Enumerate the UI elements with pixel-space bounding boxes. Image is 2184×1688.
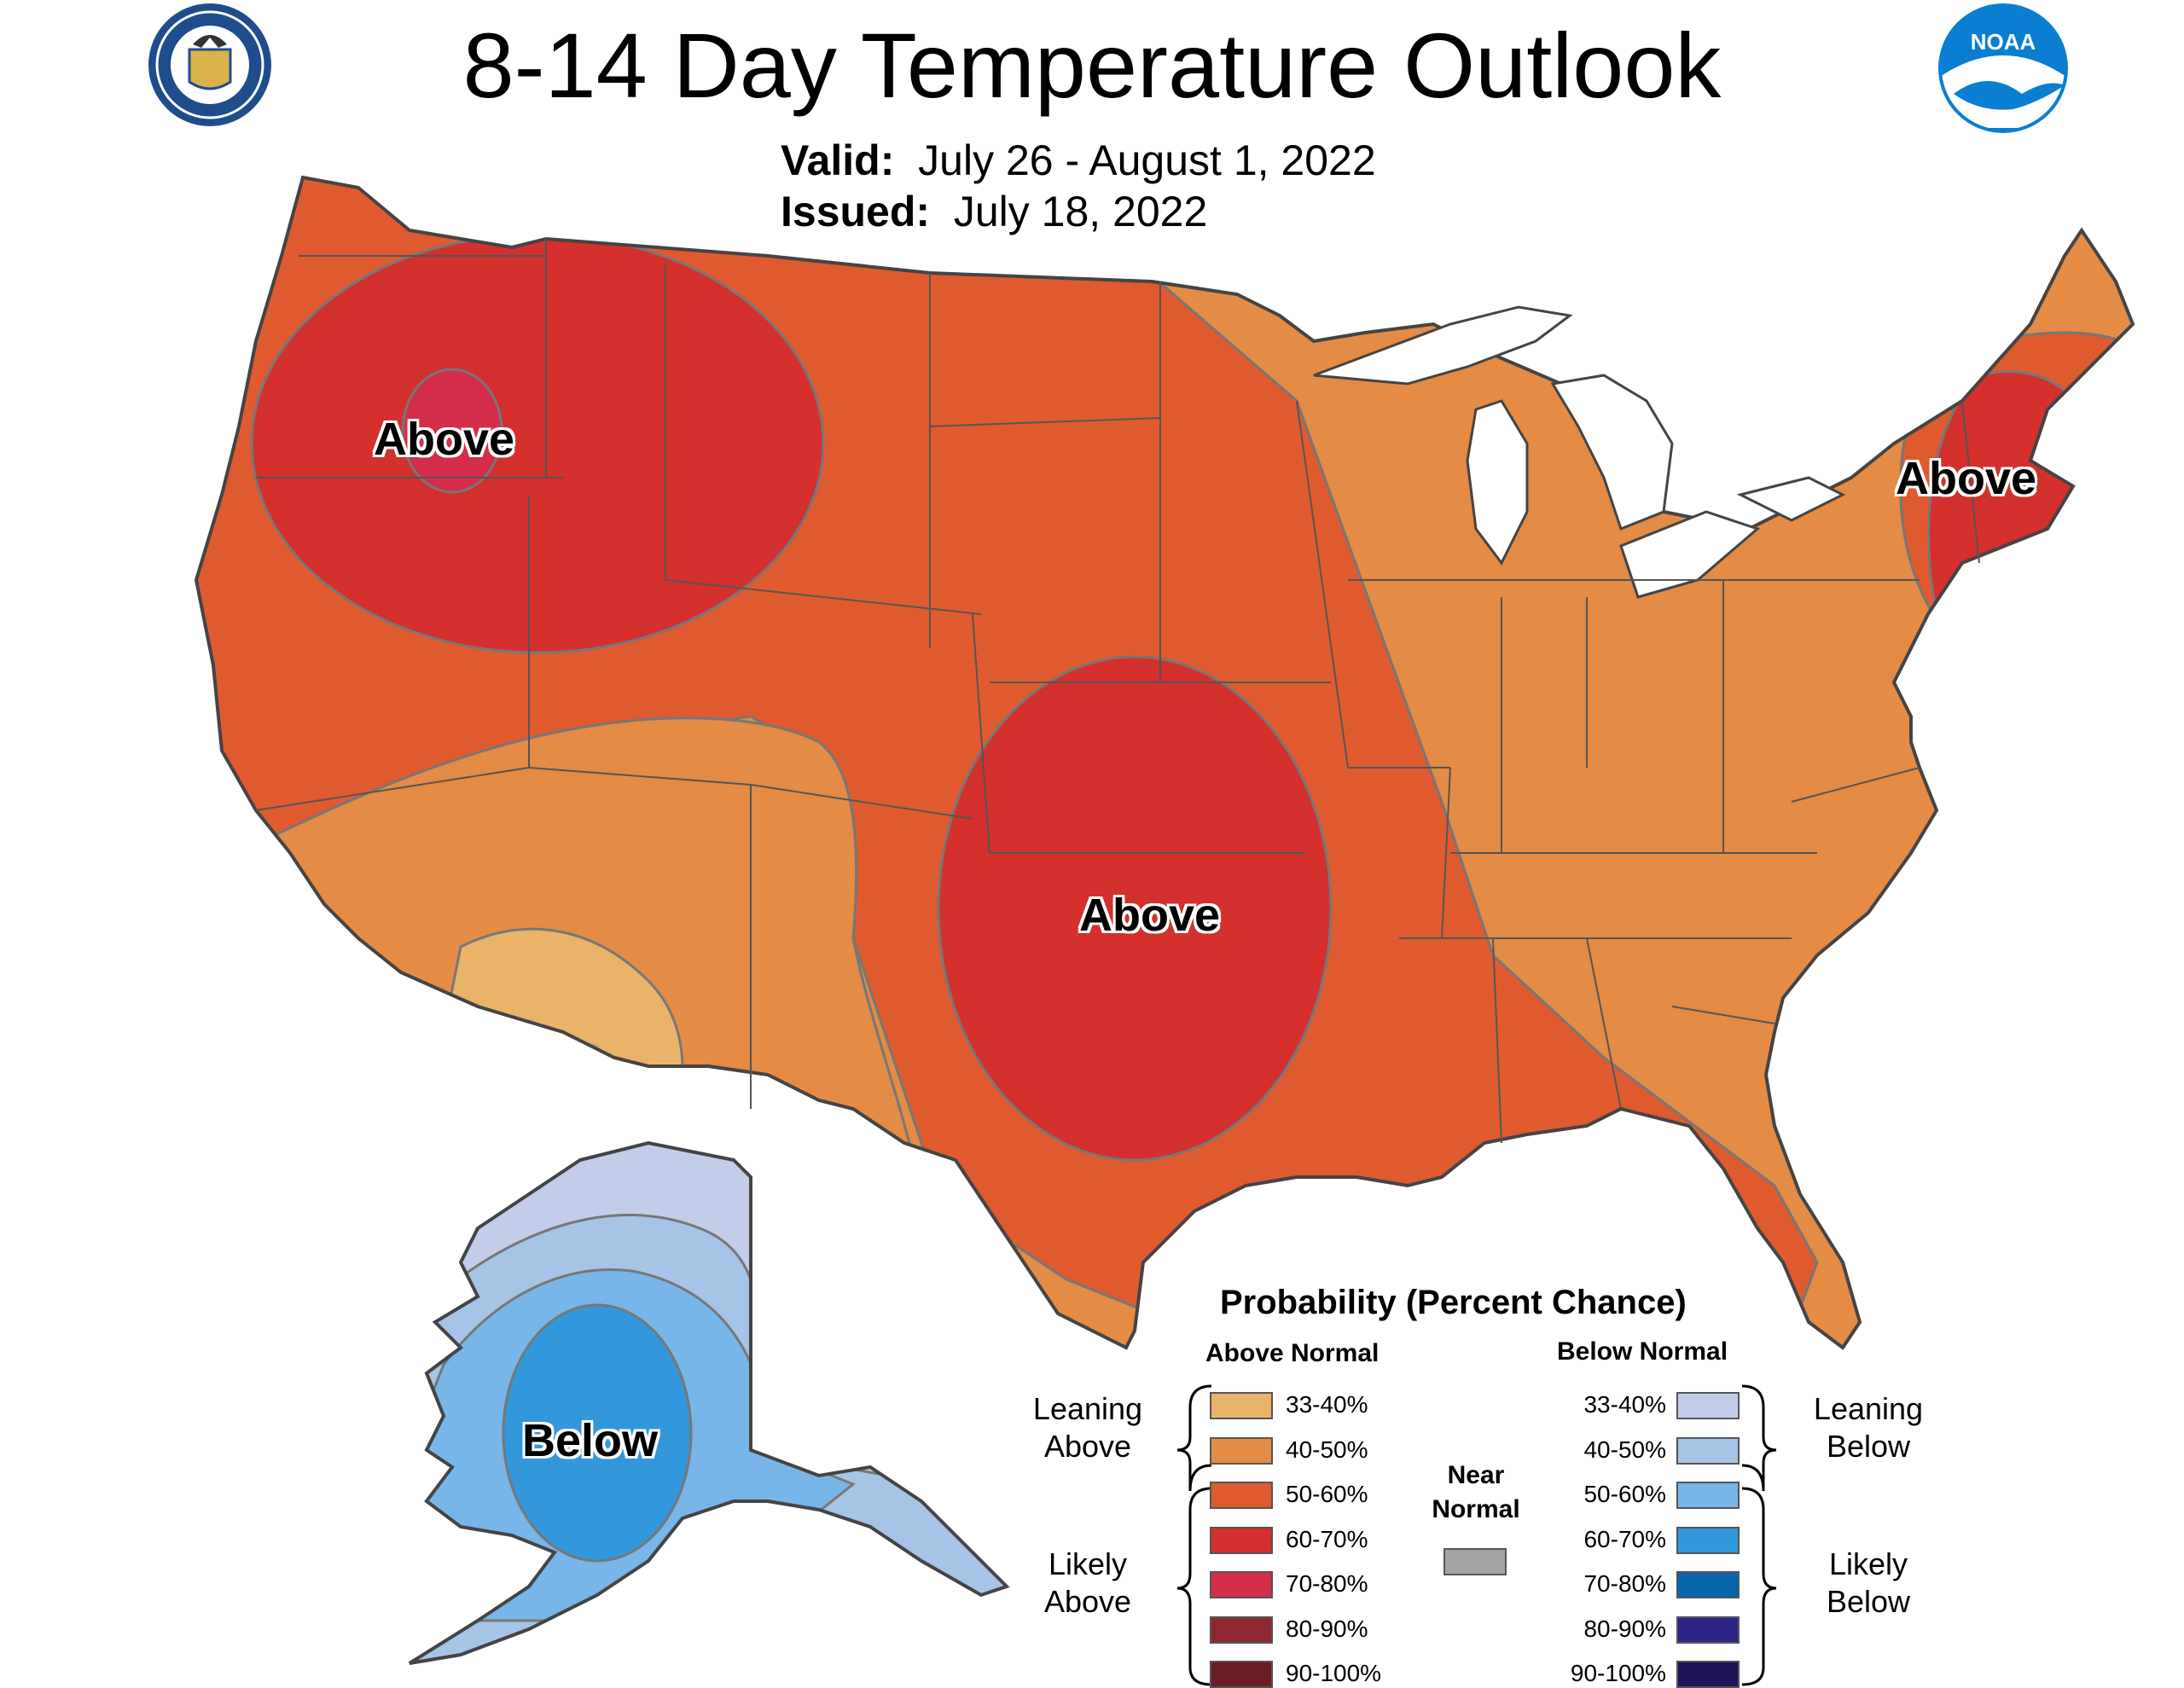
legend-likely-above-line1: Likely — [1048, 1546, 1128, 1581]
above-swatch-2 — [1210, 1482, 1273, 1509]
legend-leaning-above-label: Leaning Above — [1019, 1390, 1156, 1465]
state-border-25 — [1492, 937, 1502, 1144]
state-border-28 — [1791, 767, 1920, 803]
issued-label: Issued: — [781, 188, 931, 235]
state-border-6 — [528, 767, 752, 786]
legend-leaning-below-line1: Leaning — [1813, 1391, 1924, 1426]
state-border-30 — [1961, 400, 1980, 564]
region-label-northwest: Above — [374, 414, 515, 465]
legend-leaning-below-label: Leaning Below — [1800, 1390, 1937, 1465]
alaska-map — [408, 1140, 1010, 1665]
legend-title: Probability (Percent Chance) — [1220, 1284, 1687, 1321]
alaska-outline — [408, 1140, 1010, 1665]
legend-leaning-below-line2: Below — [1826, 1429, 1911, 1464]
below-label-3: 60-70% — [1583, 1525, 1666, 1552]
issued-line: Issued: July 18, 2022 — [781, 186, 1207, 237]
below-swatch-3 — [1676, 1526, 1740, 1554]
legend-near-line1: Near — [1447, 1461, 1505, 1489]
below-swatch-5 — [1676, 1615, 1740, 1644]
above-swatch-6 — [1210, 1661, 1273, 1688]
state-border-9 — [665, 579, 982, 615]
below-swatch-4 — [1676, 1571, 1740, 1598]
valid-line: Valid: July 26 - August 1, 2022 — [781, 135, 1376, 186]
legend-leaning-above-line2: Above — [1043, 1429, 1132, 1464]
below-swatch-2 — [1676, 1482, 1740, 1509]
brace-leaning-below — [1741, 1384, 1777, 1492]
state-border-5 — [255, 767, 530, 811]
above-swatch-0 — [1210, 1392, 1273, 1419]
legend-likely-below-label: Likely Below — [1800, 1546, 1937, 1621]
region-label-alaska: Below — [522, 1415, 659, 1466]
legend-leaning-above-line1: Leaning — [1032, 1391, 1143, 1426]
above-label-6: 90-100% — [1286, 1660, 1382, 1686]
state-border-11 — [972, 613, 990, 854]
legend-likely-below-line2: Below — [1826, 1584, 1911, 1619]
brace-leaning-above — [1176, 1384, 1212, 1492]
state-borders — [255, 239, 1980, 1144]
state-border-10 — [750, 784, 973, 820]
above-label-4: 70-80% — [1286, 1570, 1368, 1597]
below-label-0: 33-40% — [1583, 1391, 1666, 1418]
conus-zone-60-70-northwest — [250, 233, 825, 654]
above-label-5: 80-90% — [1286, 1615, 1368, 1642]
legend-likely-below-line1: Likely — [1828, 1546, 1908, 1581]
state-border-13 — [929, 417, 1161, 427]
great-lakes — [1313, 305, 1846, 599]
legend-near-normal-swatch — [1443, 1548, 1507, 1575]
below-label-4: 70-80% — [1583, 1570, 1666, 1597]
legend-above-header: Above Normal — [1205, 1339, 1380, 1367]
legend-likely-above-label: Likely Above — [1019, 1546, 1156, 1621]
conus-zone-70-80-northwest — [401, 368, 503, 494]
above-swatch-1 — [1210, 1436, 1273, 1465]
legend-braces — [1176, 1384, 1777, 1686]
above-label-0: 33-40% — [1286, 1391, 1368, 1418]
above-label-2: 50-60% — [1286, 1481, 1368, 1507]
noaa-logo: NOAA — [1938, 3, 2068, 133]
issued-value: July 18, 2022 — [953, 188, 1208, 235]
below-swatch-1 — [1676, 1436, 1740, 1465]
state-border-26 — [1586, 937, 1622, 1110]
below-label-2: 50-60% — [1583, 1481, 1666, 1507]
conus-zone-60-70-plains — [937, 655, 1333, 1162]
above-swatch-4 — [1210, 1571, 1273, 1598]
noaa-logo-text: NOAA — [1971, 29, 2036, 55]
valid-value: July 26 - August 1, 2022 — [918, 136, 1376, 184]
state-border-29 — [1671, 1006, 1775, 1024]
brace-likely-below — [1741, 1487, 1777, 1686]
region-label-plains: Above — [1079, 890, 1221, 941]
below-label-6: 90-100% — [1570, 1660, 1666, 1686]
legend-near-line2: Normal — [1432, 1495, 1520, 1523]
legend-likely-above-line2: Above — [1043, 1584, 1132, 1619]
alaska-zone-60-70 — [502, 1303, 693, 1563]
state-border-16 — [1296, 400, 1349, 769]
conus-map — [194, 175, 2135, 1350]
below-swatch-6 — [1676, 1661, 1740, 1688]
page-title: 8-14 Day Temperature Outlook — [462, 14, 1722, 117]
above-label-1: 40-50% — [1286, 1436, 1368, 1463]
above-label-3: 60-70% — [1286, 1525, 1368, 1552]
state-border-19 — [1441, 767, 1451, 939]
legend-below-header: Below Normal — [1557, 1337, 1728, 1366]
department-of-commerce-seal — [148, 3, 271, 126]
legend-near-normal-header: Near Normal — [1425, 1459, 1527, 1527]
brace-likely-above — [1176, 1487, 1212, 1686]
below-swatch-0 — [1676, 1392, 1740, 1419]
below-label-5: 80-90% — [1583, 1615, 1666, 1642]
above-swatch-3 — [1210, 1526, 1273, 1554]
region-label-northeast: Above — [1896, 453, 2037, 504]
below-label-1: 40-50% — [1583, 1436, 1666, 1463]
above-swatch-5 — [1210, 1615, 1273, 1644]
valid-label: Valid: — [781, 136, 895, 184]
